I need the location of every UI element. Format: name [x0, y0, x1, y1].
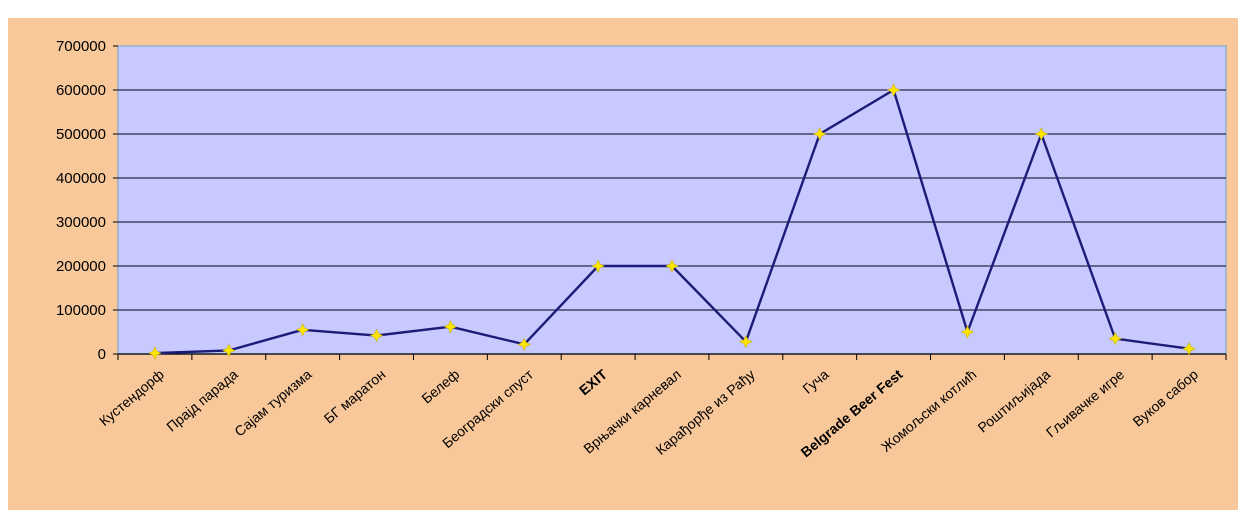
data-point-marker: [517, 337, 531, 352]
y-tick-label: 400000: [56, 170, 106, 187]
data-point-marker: [222, 343, 236, 358]
y-tick-label: 600000: [56, 82, 106, 99]
data-point-marker: [591, 259, 605, 273]
data-point-marker: [739, 334, 753, 349]
data-point-marker: [813, 127, 827, 141]
data-point-marker: [295, 323, 310, 337]
plot-area: [117, 45, 1227, 355]
data-point-marker: [1108, 331, 1122, 346]
y-tick-label: 200000: [56, 258, 106, 275]
data-point-marker: [960, 325, 975, 339]
y-axis-ticks: 0 100000 200000 300000 400000 500000 600000 700…: [56, 38, 118, 363]
data-point-marker: [1034, 127, 1049, 141]
y-tick-label: 700000: [56, 38, 106, 55]
series-markers: [148, 83, 1196, 360]
y-tick-label: 300000: [56, 214, 106, 231]
data-point-marker: [443, 320, 458, 334]
data-point-marker: [148, 346, 162, 360]
data-point-marker: [886, 83, 901, 97]
y-tick-label: 0: [98, 346, 106, 363]
data-point-marker: [1182, 342, 1196, 356]
data-point-marker: [665, 259, 679, 273]
y-tick-label: 500000: [56, 126, 106, 143]
y-tick-label: 100000: [56, 302, 106, 319]
data-point-marker: [369, 328, 384, 343]
